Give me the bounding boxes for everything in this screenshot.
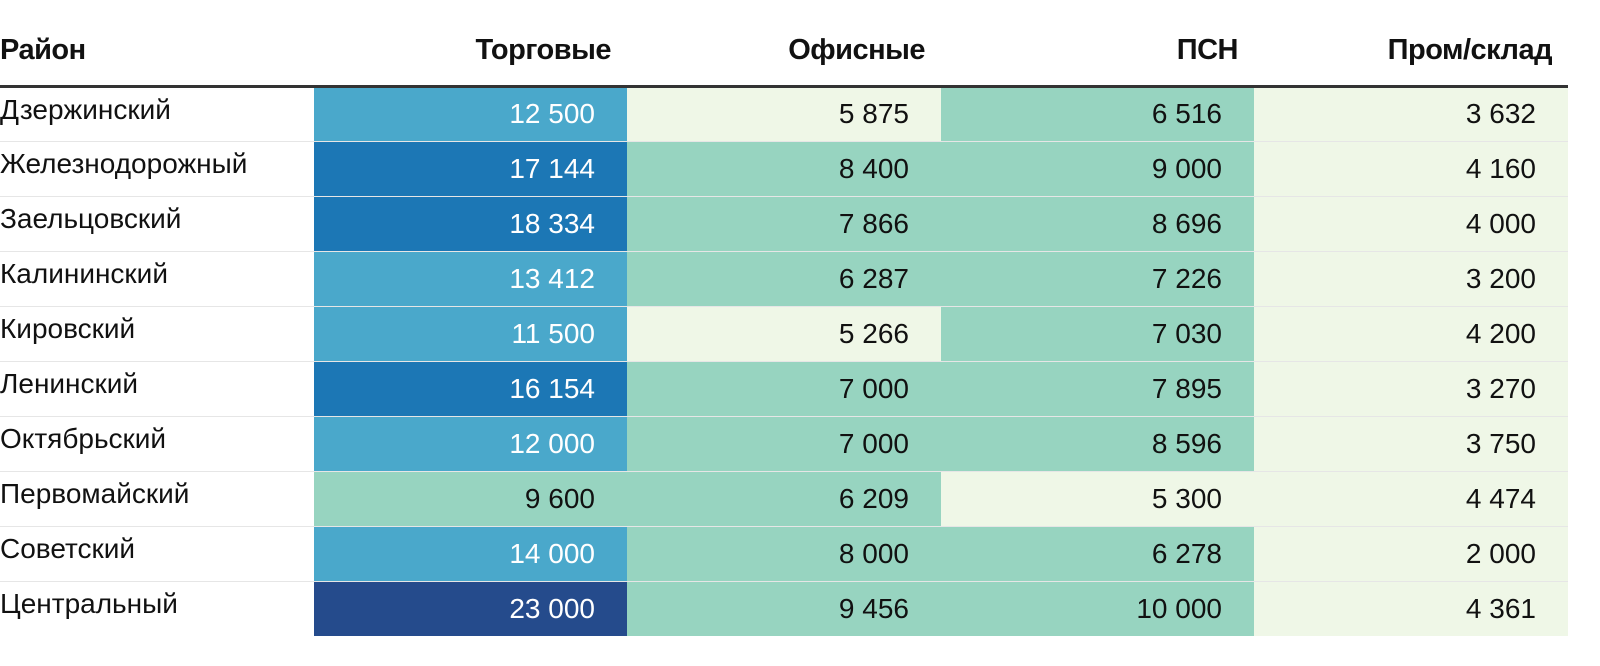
column-header-retail[interactable]: Торговые: [314, 0, 627, 88]
value-cell-retail: 14 000: [314, 526, 627, 582]
value-cell-retail: 13 412: [314, 251, 627, 307]
value-cell-office: 7 866: [627, 196, 941, 252]
table-header-row: Район Торговые Офисные ПСН Пром/склад: [0, 0, 1568, 88]
table-row: Железнодорожный 17 144 8 400 9 000 4 160: [0, 141, 1568, 197]
value-cell-industrial-warehouse: 4 474: [1254, 471, 1568, 527]
column-header-psn[interactable]: ПСН: [941, 0, 1254, 88]
value-cell-office: 9 456: [627, 581, 941, 636]
column-header-district[interactable]: Район: [0, 0, 314, 88]
value-cell-psn: 8 596: [941, 416, 1254, 472]
value-cell-retail: 12 000: [314, 416, 627, 472]
table-row: Центральный 23 000 9 456 10 000 4 361: [0, 581, 1568, 636]
table-row: Дзержинский 12 500 5 875 6 516 3 632: [0, 86, 1568, 142]
value-cell-psn: 8 696: [941, 196, 1254, 252]
value-cell-industrial-warehouse: 3 270: [1254, 361, 1568, 417]
value-cell-psn: 10 000: [941, 581, 1254, 636]
value-cell-office: 8 000: [627, 526, 941, 582]
value-cell-office: 5 266: [627, 306, 941, 362]
value-cell-office: 7 000: [627, 361, 941, 417]
value-cell-office: 5 875: [627, 86, 941, 142]
value-cell-retail: 11 500: [314, 306, 627, 362]
value-cell-office: 7 000: [627, 416, 941, 472]
value-cell-psn: 5 300: [941, 471, 1254, 527]
district-name-cell: Октябрьский: [0, 416, 314, 472]
value-cell-industrial-warehouse: 3 750: [1254, 416, 1568, 472]
table-row: Первомайский 9 600 6 209 5 300 4 474: [0, 471, 1568, 527]
value-cell-industrial-warehouse: 4 000: [1254, 196, 1568, 252]
column-header-office[interactable]: Офисные: [627, 0, 941, 88]
value-cell-industrial-warehouse: 4 361: [1254, 581, 1568, 636]
table-body: Дзержинский 12 500 5 875 6 516 3 632 Железнод…: [0, 86, 1568, 636]
table-row: Советский 14 000 8 000 6 278 2 000: [0, 526, 1568, 582]
value-cell-retail: 17 144: [314, 141, 627, 197]
value-cell-industrial-warehouse: 4 200: [1254, 306, 1568, 362]
table-row: Кировский 11 500 5 266 7 030 4 200: [0, 306, 1568, 362]
value-cell-psn: 7 895: [941, 361, 1254, 417]
value-cell-retail: 23 000: [314, 581, 627, 636]
district-name-cell: Первомайский: [0, 471, 314, 527]
district-name-cell: Советский: [0, 526, 314, 582]
value-cell-retail: 12 500: [314, 86, 627, 142]
value-cell-psn: 7 030: [941, 306, 1254, 362]
value-cell-psn: 6 278: [941, 526, 1254, 582]
table-row: Заельцовский 18 334 7 866 8 696 4 000: [0, 196, 1568, 252]
value-cell-office: 6 287: [627, 251, 941, 307]
district-name-cell: Ленинский: [0, 361, 314, 417]
district-name-cell: Центральный: [0, 587, 178, 619]
value-cell-psn: 9 000: [941, 141, 1254, 197]
value-cell-office: 6 209: [627, 471, 941, 527]
value-cell-industrial-warehouse: 3 200: [1254, 251, 1568, 307]
table-row: Октябрьский 12 000 7 000 8 596 3 750: [0, 416, 1568, 472]
value-cell-psn: 7 226: [941, 251, 1254, 307]
district-name-cell: Калининский: [0, 251, 314, 307]
value-cell-industrial-warehouse: 3 632: [1254, 86, 1568, 142]
value-cell-retail: 9 600: [314, 471, 627, 527]
value-cell-retail: 16 154: [314, 361, 627, 417]
price-table-container: Район Торговые Офисные ПСН Пром/склад Дз…: [0, 0, 1568, 636]
value-cell-psn: 6 516: [941, 86, 1254, 142]
table-row: Калининский 13 412 6 287 7 226 3 200: [0, 251, 1568, 307]
district-name-cell: Кировский: [0, 306, 314, 362]
value-cell-retail: 18 334: [314, 196, 627, 252]
price-table: Район Торговые Офисные ПСН Пром/склад Дз…: [0, 0, 1568, 636]
table-row: Ленинский 16 154 7 000 7 895 3 270: [0, 361, 1568, 417]
value-cell-industrial-warehouse: 4 160: [1254, 141, 1568, 197]
column-header-industrial-warehouse[interactable]: Пром/склад: [1254, 0, 1568, 88]
value-cell-industrial-warehouse: 2 000: [1254, 526, 1568, 582]
district-name-cell: Заельцовский: [0, 196, 314, 252]
value-cell-office: 8 400: [627, 141, 941, 197]
district-name-cell: Дзержинский: [0, 86, 314, 142]
district-name-cell: Железнодорожный: [0, 141, 314, 197]
